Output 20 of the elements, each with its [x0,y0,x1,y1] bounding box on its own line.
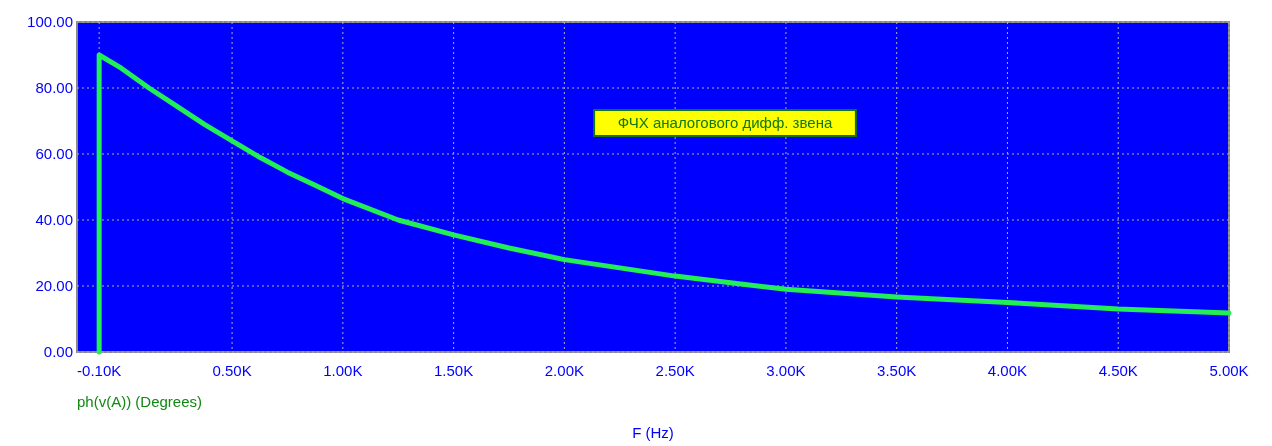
x-tick-label: 5.00K [1209,362,1249,379]
x-tick-label: 0.50K [212,362,252,379]
text: ph(v(A)) (Degrees) [77,393,203,410]
x-tick-label: 1.50K [434,362,474,379]
x-tick-label: 2.00K [544,362,584,379]
x-tick-label: -0.10K [77,362,122,379]
x-tick-label: 4.50K [1098,362,1138,379]
annotation: ФЧХ аналогового дифф. звена [617,114,833,131]
x-tick-label: 2.50K [655,362,695,379]
y-tick-label: 100.00 [27,13,73,30]
y-tick-label: 20.00 [35,277,73,294]
y-tick-label: 80.00 [35,79,73,96]
y-tick-label: 60.00 [35,145,73,162]
x-tick-label: 4.00K [987,362,1028,379]
x-tick-label: 3.50K [877,362,917,379]
x-axis-title: F (Hz) [632,424,674,441]
x-tick-label: 3.00K [766,362,806,379]
y-tick-label: 0.00 [43,343,73,360]
x-tick-label: 1.00K [323,362,363,379]
y-tick-label: 40.00 [35,211,73,228]
